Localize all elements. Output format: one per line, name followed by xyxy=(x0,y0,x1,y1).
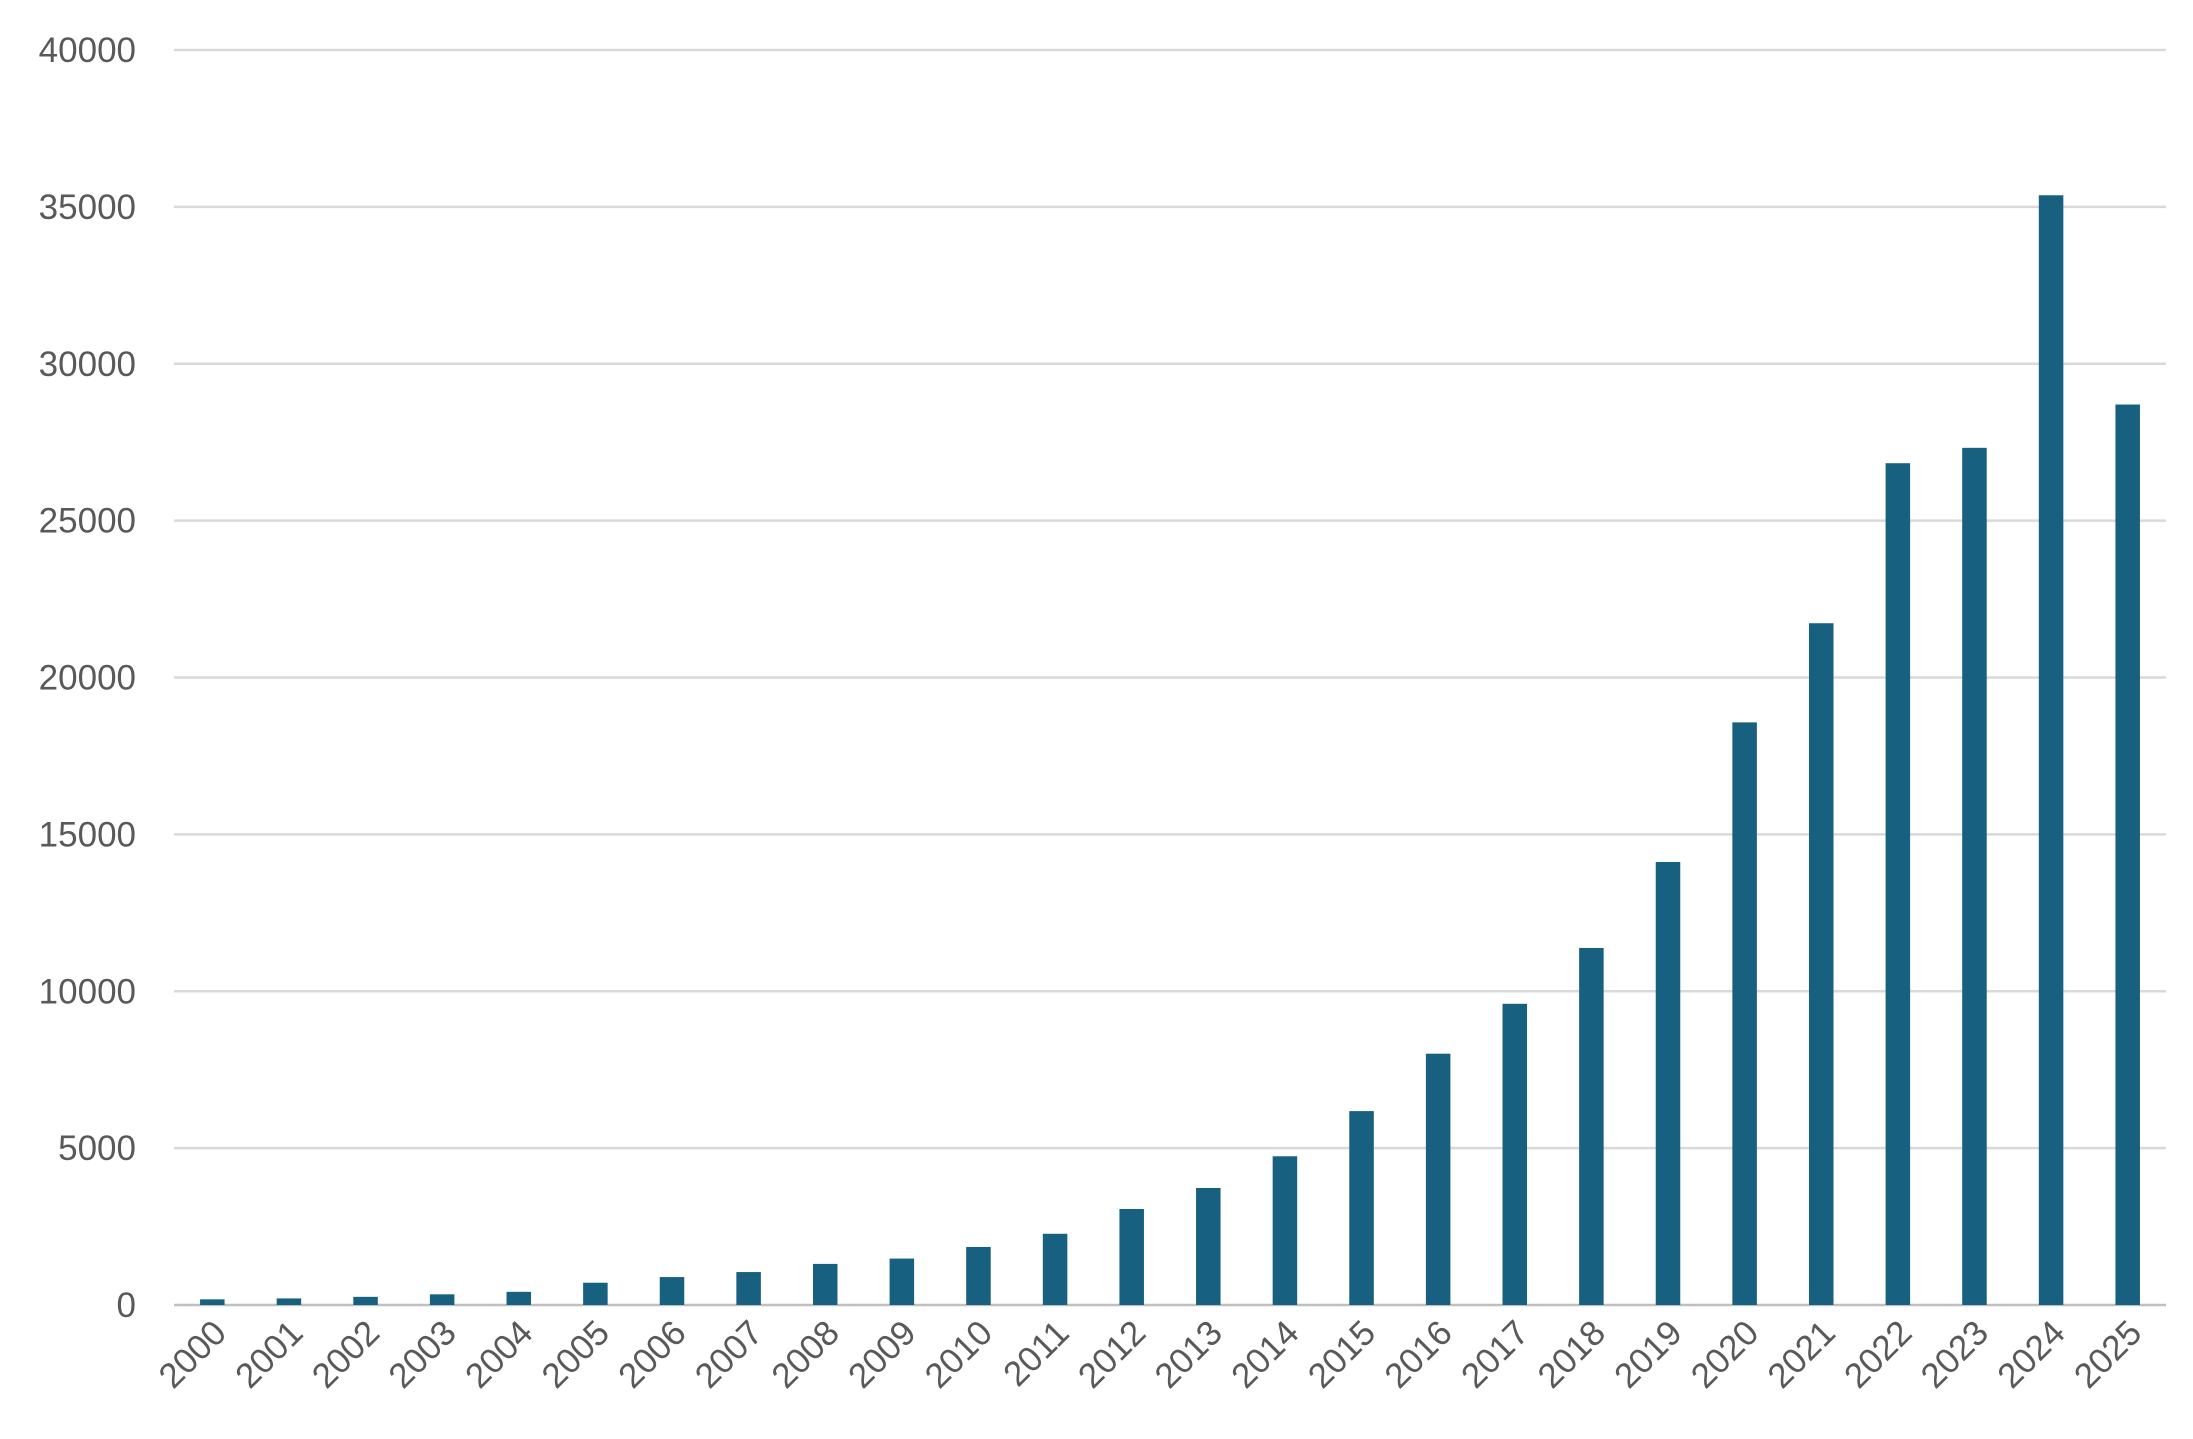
y-tick-label: 5000 xyxy=(58,1129,136,1168)
y-tick-label: 0 xyxy=(117,1286,136,1325)
y-axis-tick-labels: 0 5000 10000 15000 20000 25000 30000 35000 40000 xyxy=(39,31,136,1325)
bar-2025 xyxy=(2115,404,2140,1306)
bar-2004 xyxy=(506,1291,532,1305)
x-tick-label: 2024 xyxy=(1990,1313,2073,1396)
x-tick-label: 2004 xyxy=(458,1313,541,1396)
gridlines xyxy=(174,48,2166,1307)
x-tick-label: 2005 xyxy=(534,1313,617,1396)
bar-2016 xyxy=(1425,1053,1451,1305)
x-tick-label: 2017 xyxy=(1454,1313,1537,1396)
x-tick-label: 2006 xyxy=(611,1313,694,1396)
bar-2015 xyxy=(1349,1111,1374,1305)
bar-2023 xyxy=(1962,447,1987,1306)
x-tick-label: 2021 xyxy=(1760,1313,1843,1396)
bars xyxy=(200,195,2140,1306)
x-tick-label: 2001 xyxy=(228,1313,311,1396)
bar-2021 xyxy=(1808,623,1834,1305)
bar-2020 xyxy=(1732,722,1757,1305)
bar-2007 xyxy=(736,1272,761,1305)
y-tick-label: 35000 xyxy=(39,188,136,227)
bar-2013 xyxy=(1196,1187,1221,1305)
x-tick-label: 2003 xyxy=(381,1313,464,1396)
y-tick-label: 40000 xyxy=(39,31,136,70)
bar-2009 xyxy=(889,1258,915,1305)
x-tick-label: 2020 xyxy=(1684,1313,1767,1396)
x-axis-tick-labels: 2000200120022003200420052006200720082009… xyxy=(151,1313,2149,1396)
x-tick-label: 2015 xyxy=(1301,1313,1384,1396)
bar-2022 xyxy=(1885,463,1911,1305)
bar-2003 xyxy=(429,1294,455,1305)
x-tick-label: 2022 xyxy=(1837,1313,1920,1396)
x-tick-label: 2009 xyxy=(841,1313,924,1396)
y-tick-label: 25000 xyxy=(39,502,136,541)
bar-2006 xyxy=(659,1277,685,1305)
bar-2017 xyxy=(1502,1003,1528,1305)
y-tick-label: 20000 xyxy=(39,659,136,698)
x-tick-label: 2016 xyxy=(1377,1313,1460,1396)
bar-2011 xyxy=(1042,1233,1068,1305)
y-tick-label: 10000 xyxy=(39,972,136,1011)
x-tick-label: 2011 xyxy=(996,1313,1077,1394)
x-tick-label: 2023 xyxy=(1913,1313,1996,1396)
bar-2018 xyxy=(1579,947,1604,1305)
x-tick-label: 2014 xyxy=(1224,1313,1307,1396)
bar-2002 xyxy=(353,1296,378,1305)
x-tick-label: 2013 xyxy=(1147,1313,1230,1396)
bar-2001 xyxy=(276,1298,302,1305)
x-tick-label: 2019 xyxy=(1607,1313,1690,1396)
x-tick-label: 2002 xyxy=(305,1313,388,1396)
x-tick-label: 2007 xyxy=(688,1313,771,1396)
bar-2012 xyxy=(1119,1208,1144,1305)
bar-2000 xyxy=(200,1299,225,1305)
x-tick-label: 2008 xyxy=(764,1313,847,1396)
x-tick-label: 2000 xyxy=(151,1313,234,1396)
y-tick-label: 15000 xyxy=(39,815,136,854)
bar-2024 xyxy=(2038,195,2064,1306)
y-tick-label: 30000 xyxy=(39,345,136,384)
bar-2008 xyxy=(812,1263,838,1305)
bar-2005 xyxy=(583,1282,608,1305)
bar-2019 xyxy=(1655,861,1681,1305)
bar-2014 xyxy=(1272,1156,1298,1305)
x-tick-label: 2025 xyxy=(2067,1313,2150,1396)
x-tick-label: 2010 xyxy=(917,1313,1000,1396)
x-tick-label: 2018 xyxy=(1530,1313,1613,1396)
bar-2010 xyxy=(966,1246,991,1305)
x-tick-label: 2012 xyxy=(1071,1313,1154,1396)
